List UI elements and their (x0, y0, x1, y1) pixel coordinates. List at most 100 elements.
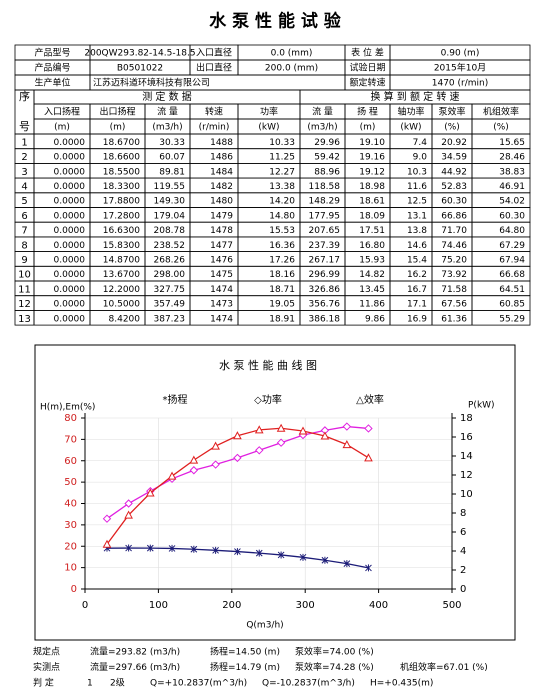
table-value: 237.39 (309, 241, 341, 251)
table-value: 75.20 (441, 255, 467, 265)
footer-text: 泵效率=74.28 (%) (295, 661, 374, 673)
row-index: 13 (18, 314, 31, 325)
y2-tick-label: 16 (460, 432, 473, 443)
info-cell: 200QW293.82-14.5-18.5 (84, 49, 195, 59)
table-value: 67.56 (441, 300, 467, 310)
info-cell: 江苏迈科道环境科技有限公司 (93, 77, 210, 89)
table-value: 386.18 (309, 314, 341, 324)
table-value: 119.55 (154, 182, 186, 192)
table-value: 0.0000 (54, 285, 86, 295)
table-value: 1480 (210, 197, 233, 207)
table-value: 17.8800 (103, 197, 140, 207)
table-value: 268.26 (154, 255, 186, 265)
column-header: 扬 程 (357, 106, 378, 118)
series-line (106, 425, 369, 520)
table-value: 9.86 (365, 314, 385, 324)
y-tick-label: 10 (64, 563, 77, 574)
table-value: 0.0000 (54, 241, 86, 251)
info-cell: 额定转速 (349, 77, 385, 89)
footer-text: 机组效率=67.01 (%) (400, 661, 488, 673)
point-marker (320, 431, 330, 440)
x-tick-label: 500 (442, 600, 461, 611)
y-axis-label: H(m),Em(%) (40, 403, 95, 413)
table-value: 18.98 (359, 182, 385, 192)
table-value: 1479 (210, 211, 233, 221)
table-value: 17.1 (407, 300, 427, 310)
index-header: 号 (19, 120, 30, 133)
column-header: 出口扬程 (99, 106, 135, 118)
table-value: 15.53 (269, 226, 295, 236)
point-marker (234, 548, 241, 556)
x-tick-label: 100 (149, 600, 168, 611)
footer-text: Q=+10.2837(m^3/h) (150, 679, 247, 689)
footer-text: 扬程=14.79 (m) (210, 661, 280, 673)
table-value: 74.46 (441, 241, 467, 251)
table-value: 17.51 (359, 226, 385, 236)
table-value: 13.38 (269, 182, 295, 192)
row-index: 5 (21, 196, 27, 207)
footer-text: 扬程=14.50 (m) (210, 646, 280, 658)
table-value: 18.6600 (103, 153, 140, 163)
table-value: 10.33 (269, 138, 295, 148)
table-value: 0.0000 (54, 182, 86, 192)
footer-text: 流量=293.82 (m3/h) (90, 646, 180, 658)
footer-text: 实测点 (33, 661, 60, 673)
x-tick-label: 400 (369, 600, 388, 611)
table-value: 60.07 (159, 153, 185, 163)
table-value: 19.05 (269, 300, 295, 310)
point-marker (276, 423, 286, 432)
table-value: 327.75 (154, 285, 186, 295)
point-marker (255, 549, 263, 557)
table-value: 64.51 (499, 285, 525, 295)
table-value: 71.70 (441, 226, 467, 236)
info-cell: B0501022 (117, 64, 163, 74)
table-value: 16.2 (407, 270, 427, 280)
group-header: 换 算 到 额 定 转 速 (370, 90, 459, 103)
column-unit: (%) (493, 123, 509, 133)
point-marker (255, 446, 264, 455)
table-value: 67.29 (499, 241, 525, 251)
table-value: 13.6700 (103, 270, 140, 280)
info-cell: 0.90 (m) (441, 49, 480, 59)
footer-text: 2级 (110, 677, 125, 689)
table-value: 0.0000 (54, 226, 86, 236)
table-value: 88.96 (314, 167, 340, 177)
table-value: 13.8 (407, 226, 427, 236)
column-header: 机组效率 (483, 106, 519, 118)
column-unit: (kW) (258, 123, 279, 133)
point-marker (277, 551, 285, 559)
table-value: 14.20 (269, 197, 295, 207)
footer-text: 规定点 (33, 646, 60, 658)
table-value: 59.42 (314, 153, 340, 163)
table-value: 60.30 (441, 197, 467, 207)
info-cell: 表 位 差 (351, 47, 384, 59)
row-index: 10 (18, 270, 31, 281)
table-value: 44.92 (441, 167, 467, 177)
table-value: 1475 (210, 270, 233, 280)
footer-text: 判 定 (33, 677, 54, 689)
table-value: 357.49 (154, 300, 186, 310)
table-value: 89.81 (159, 167, 185, 177)
point-marker (189, 455, 199, 464)
table-value: 0.0000 (54, 300, 86, 310)
y-tick-label: 20 (64, 541, 77, 552)
table-value: 13.1 (407, 211, 427, 221)
table-value: 149.30 (154, 197, 186, 207)
table-value: 30.33 (159, 138, 185, 148)
table-value: 18.6700 (103, 138, 140, 148)
point-marker (364, 453, 373, 462)
table-value: 18.3300 (103, 182, 140, 192)
table-value: 238.52 (154, 241, 186, 251)
table-value: 29.96 (314, 138, 340, 148)
point-marker (212, 546, 219, 554)
point-marker (364, 424, 373, 433)
table-value: 67.94 (499, 255, 525, 265)
table-value: 46.91 (499, 182, 525, 192)
y2-tick-label: 2 (460, 565, 466, 576)
point-marker (233, 453, 242, 463)
info-cell: 试验日期 (349, 62, 385, 74)
point-marker (125, 544, 132, 552)
point-marker (189, 466, 199, 475)
column-unit: (m3/h) (307, 123, 337, 133)
